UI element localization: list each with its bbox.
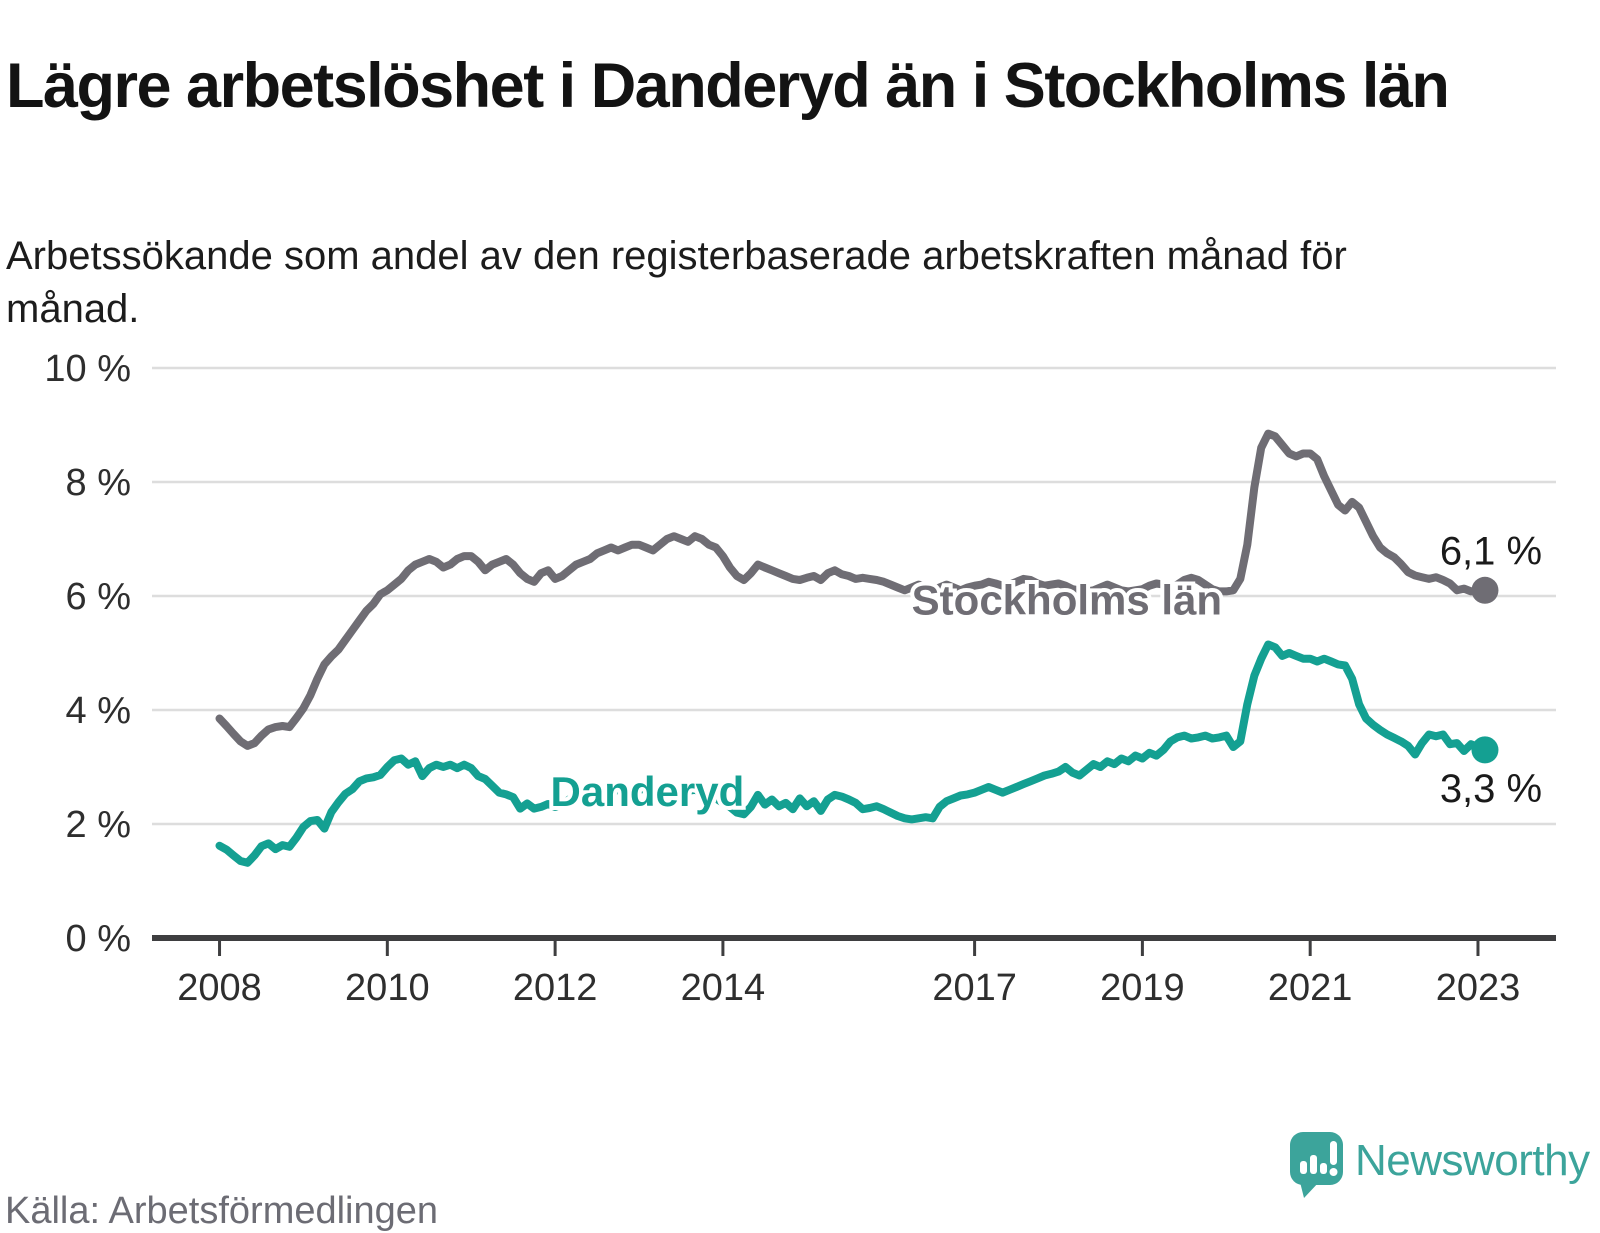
source-note: Källa: Arbetsförmedlingen bbox=[5, 1190, 439, 1232]
x-tick-label: 2017 bbox=[932, 967, 1017, 1009]
y-tick-label: 0 % bbox=[66, 918, 131, 960]
y-tick-label: 2 % bbox=[66, 804, 131, 846]
y-tick-label: 8 % bbox=[66, 462, 131, 504]
series-name-label: Stockholms län bbox=[912, 577, 1222, 624]
chart-subtitle: Arbetssökande som andel av den registerb… bbox=[6, 234, 1347, 331]
series-lines bbox=[215, 429, 1499, 867]
y-tick-label: 4 % bbox=[66, 690, 131, 732]
y-tick-label: 10 % bbox=[44, 348, 131, 390]
series-end-value-label: 3,3 % bbox=[1440, 767, 1542, 811]
series-end-dot bbox=[1471, 576, 1499, 604]
unemployment-line-chart: 10 % 8 % 6 % 4 % 2 % 0 % 6,1 % Stockholms län 3,… bbox=[44, 348, 1556, 1009]
newsworthy-logo-icon bbox=[1290, 1132, 1343, 1198]
y-tick-label: 6 % bbox=[66, 576, 131, 618]
gridlines bbox=[152, 366, 1556, 826]
page-title: Lägre arbetslöshet i Danderyd än i Stock… bbox=[6, 51, 1450, 122]
x-axis bbox=[152, 935, 1556, 956]
newsworthy-logo: Newsworthy bbox=[1283, 1122, 1600, 1200]
newsworthy-logo-text: Newsworthy bbox=[1355, 1136, 1590, 1185]
x-tick-label: 2021 bbox=[1268, 967, 1353, 1009]
series-end-dot bbox=[1471, 736, 1499, 764]
x-tick-label: 2010 bbox=[345, 967, 430, 1009]
series-line-danderyd bbox=[215, 640, 1489, 867]
x-tick-label: 2008 bbox=[177, 967, 262, 1009]
series-line-stockholms-l-n bbox=[215, 429, 1489, 750]
x-tick-label: 2012 bbox=[513, 967, 598, 1009]
x-tick-label: 2014 bbox=[681, 967, 766, 1009]
x-tick-label: 2023 bbox=[1436, 967, 1521, 1009]
x-tick-label: 2019 bbox=[1100, 967, 1185, 1009]
series-name-label: Danderyd bbox=[551, 768, 745, 815]
series-end-value-label: 6,1 % bbox=[1440, 529, 1542, 573]
chart-labels: 10 % 8 % 6 % 4 % 2 % 0 % 6,1 % Stockholms län 3,… bbox=[44, 348, 1545, 1009]
